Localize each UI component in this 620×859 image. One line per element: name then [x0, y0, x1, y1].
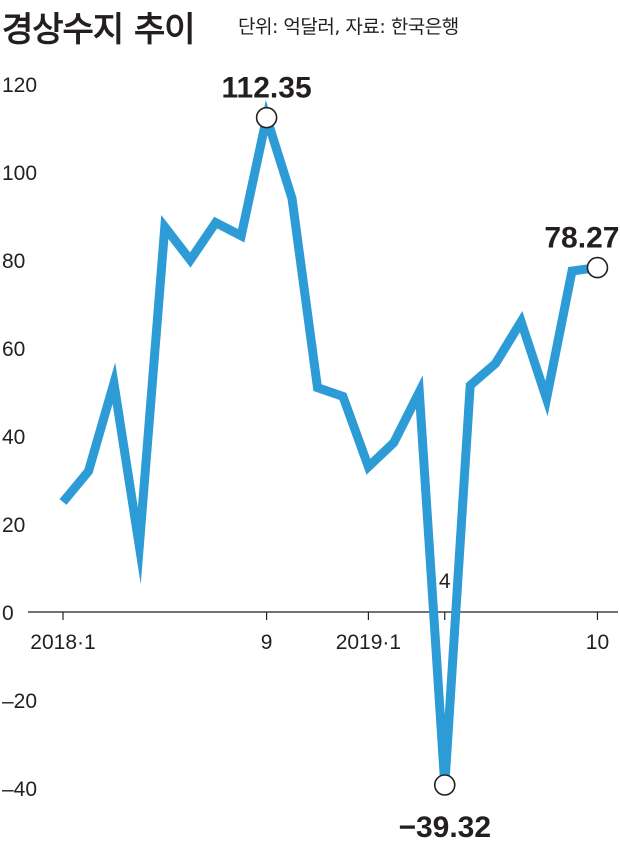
- y-tick-label: –40: [2, 778, 37, 801]
- chart-title: 경상수지 추이: [2, 10, 196, 50]
- series-line: [59, 100, 598, 786]
- y-tick-label: 120: [2, 74, 37, 97]
- data-point-marker: [586, 256, 609, 279]
- data-point-marker: [433, 774, 456, 796]
- y-tick-label: –20: [2, 690, 37, 713]
- x-tick-label: 10: [586, 631, 609, 654]
- data-label: 112.35: [222, 72, 312, 105]
- y-tick-label: 20: [2, 514, 25, 537]
- x-tick-label: 9: [261, 631, 273, 654]
- data-label: −39.32: [398, 811, 491, 844]
- chart-subtitle: 단위: 억달러, 자료: 한국은행: [238, 16, 459, 38]
- y-tick-label: 80: [2, 250, 25, 273]
- y-tick-label: 0: [2, 602, 14, 625]
- chart-header: 경상수지 추이 단위: 억달러, 자료: 한국은행: [0, 0, 620, 60]
- data-label: 78.27: [544, 222, 619, 255]
- y-tick-label: 60: [2, 338, 25, 361]
- y-tick-label: 40: [2, 426, 25, 449]
- y-tick-label: 100: [2, 162, 37, 185]
- x-tick-label: 4: [439, 570, 451, 593]
- data-point-marker: [255, 106, 278, 129]
- x-tick-label: 2019·1: [336, 631, 401, 654]
- x-tick-label: 2018·1: [30, 631, 95, 654]
